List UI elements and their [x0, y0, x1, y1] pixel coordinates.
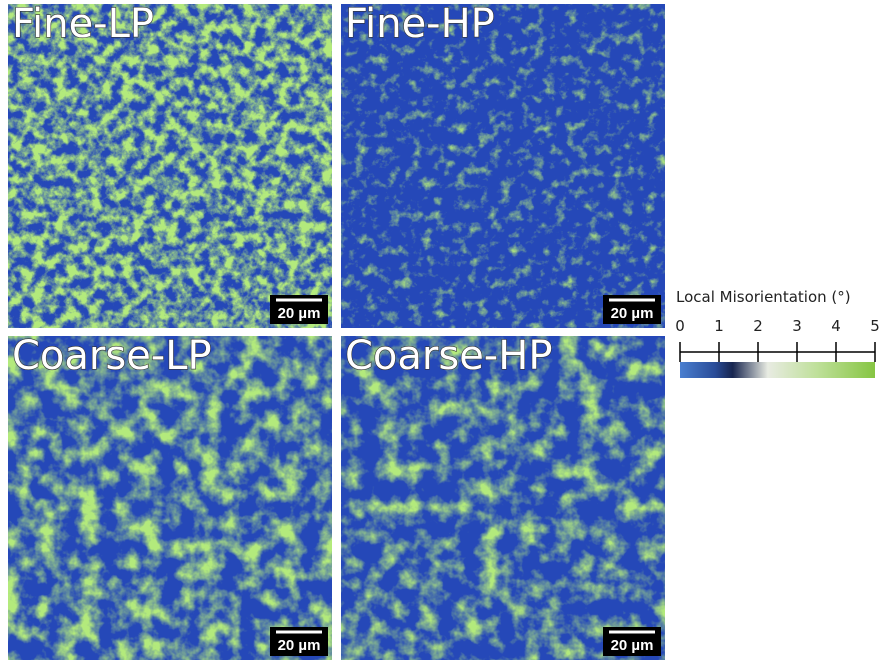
panel-label: Coarse-LP: [12, 333, 212, 379]
scale-bar-label: 20 µm: [278, 305, 321, 322]
map-panel: Coarse-LP 20 µm: [8, 332, 332, 660]
map-panel: Coarse-HP 20 µm: [341, 332, 665, 660]
map-texture: [341, 4, 665, 328]
map-panel: Fine-LP 20 µm: [8, 0, 332, 328]
scale-bar-label: 20 µm: [611, 305, 654, 322]
panel-label: Fine-LP: [12, 1, 154, 47]
map-texture: [341, 336, 665, 660]
scale-bar-label: 20 µm: [278, 637, 321, 654]
map-texture: [8, 4, 332, 328]
panel-label: Coarse-HP: [345, 333, 552, 379]
map-panel: Fine-HP 20 µm: [341, 0, 665, 328]
panel-label: Fine-HP: [345, 1, 495, 47]
map-texture: [8, 336, 332, 660]
colorbar: [680, 362, 875, 378]
colorbar-tick-label: 5: [870, 317, 880, 335]
colorbar-tick-label: 4: [831, 317, 841, 335]
colorbar-title: Local Misorientation (°): [676, 288, 851, 306]
colorbar-tick-label: 0: [675, 317, 685, 335]
colorbar-tick-label: 2: [753, 317, 763, 335]
colorbar-tick-label: 1: [714, 317, 724, 335]
colorbar-tick-label: 3: [792, 317, 802, 335]
scale-bar-label: 20 µm: [611, 637, 654, 654]
